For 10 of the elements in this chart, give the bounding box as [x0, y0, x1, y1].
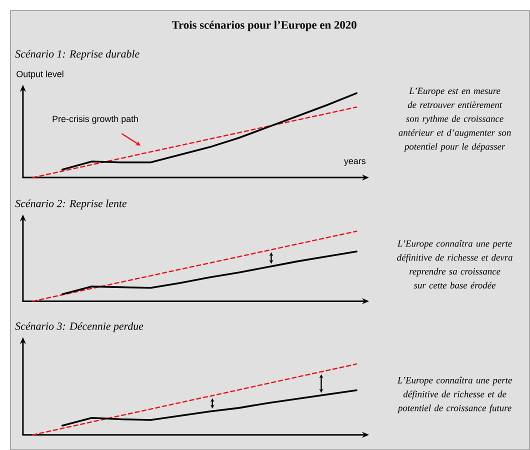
chart-subtitle: Scénario 1: Reprise durable [15, 50, 140, 60]
x-axis-title: years [344, 159, 366, 166]
chart-title: Trois scénarios pour l’Europe en 2020 [172, 20, 356, 32]
text: L’Europe est en mesure de retrouver entièrement son rythme de croissance antérieur et d’augmenter son potentiel pour le dépasser [398, 88, 511, 152]
text: Pre-crisis growth path [52, 115, 138, 124]
chart-subtitle: Scénario 3: Décennie perdue [15, 322, 144, 332]
chart-subtitle: Scénario 2: Reprise lente [15, 199, 127, 210]
text: L’Europe connaîtra une perte définitive de richesse et de potentiel de croissance future [397, 376, 512, 414]
text: L’Europe connaîtra une perte définitive de richesse et devra reprendre sa croissance sur cette base érodée [397, 240, 512, 288]
y-axis-title: Output level [16, 70, 64, 79]
